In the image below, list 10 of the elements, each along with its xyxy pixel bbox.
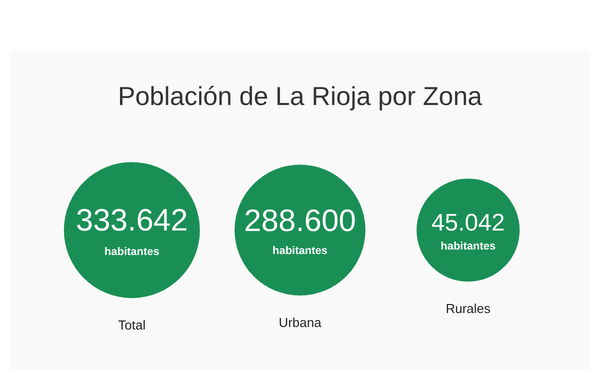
category-label: Urbana (278, 315, 322, 330)
data-label: 288.600 (244, 202, 356, 238)
text: habitantes (272, 245, 328, 258)
category-label: Rurales (446, 301, 492, 316)
text: habitantes (104, 246, 160, 258)
text: habitantes (440, 240, 496, 253)
data-label: 45.042 (431, 210, 505, 237)
data-label: 333.642 (76, 202, 188, 238)
category-label: Total (118, 318, 146, 333)
text: Población de La Rioja por Zona (118, 80, 483, 111)
